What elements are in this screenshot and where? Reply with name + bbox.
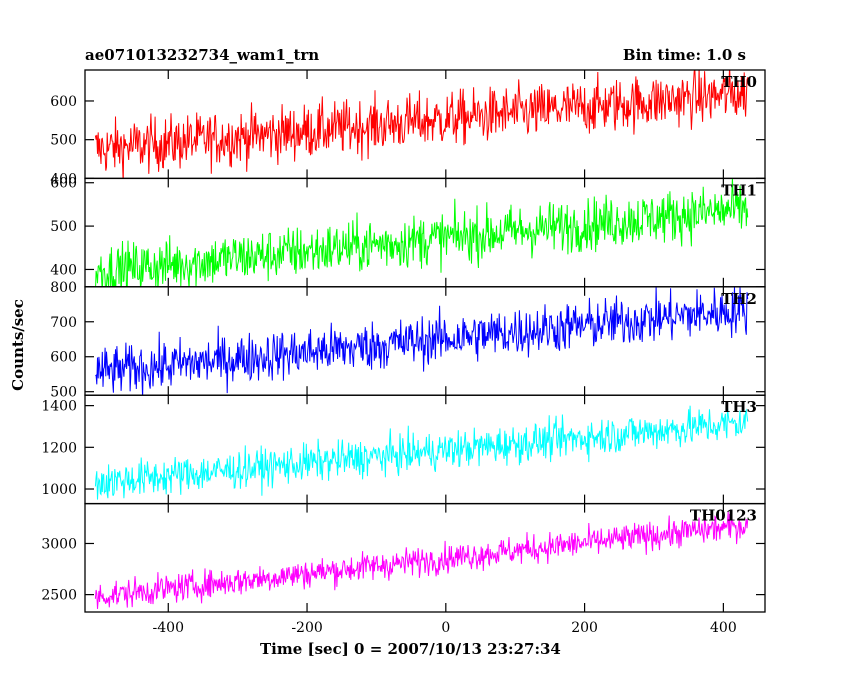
x-tick-label: 0 — [441, 620, 450, 636]
y-tick-label: 400 — [50, 171, 77, 187]
bin-time-label: Bin time: 1.0 s — [622, 46, 746, 64]
x-tick-label: 400 — [710, 620, 737, 636]
y-tick-label: 700 — [50, 315, 77, 331]
y-tick-label: 3000 — [41, 536, 77, 552]
panel-frame-th3 — [84, 394, 766, 505]
y-tick-label: 600 — [50, 94, 77, 110]
y-tick-label: 1000 — [41, 482, 77, 498]
y-tick-label: 1200 — [41, 440, 77, 456]
y-tick-label: 600 — [50, 350, 77, 366]
y-tick-label: 500 — [50, 385, 77, 401]
y-axis-label: Counts/sec — [9, 299, 27, 391]
x-tick-label: -400 — [153, 620, 184, 636]
panel-label-th2: TH2 — [721, 290, 757, 308]
x-axis-label: Time [sec] 0 = 2007/10/13 23:27:34 — [260, 640, 561, 658]
y-tick-label: 400 — [50, 262, 77, 278]
panel-label-th3: TH3 — [721, 398, 757, 416]
series-line-th0123 — [94, 511, 749, 609]
series-line-th1 — [95, 178, 749, 287]
x-tick-label: -200 — [291, 620, 322, 636]
y-tick-label: 600 — [50, 176, 77, 192]
panel-label-th1: TH1 — [721, 181, 757, 199]
y-tick-label: 800 — [50, 280, 77, 296]
y-tick-label: 500 — [50, 219, 77, 235]
y-tick-label: 2500 — [41, 588, 77, 604]
chart-title: ae071013232734_wam1_trn — [85, 46, 320, 64]
panel-frame-th0123 — [84, 502, 766, 613]
y-tick-label: 500 — [50, 133, 77, 149]
series-line-th2 — [95, 286, 749, 396]
panel-label-th0: TH0 — [721, 73, 757, 91]
x-tick-label: 200 — [571, 620, 598, 636]
series-line-th3 — [94, 405, 749, 500]
y-tick-label: 1400 — [41, 399, 77, 415]
panel-label-th0123: TH0123 — [690, 507, 757, 525]
series-line-th0 — [94, 70, 749, 179]
